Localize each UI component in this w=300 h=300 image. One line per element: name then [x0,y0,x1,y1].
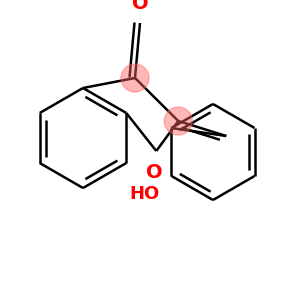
Circle shape [164,107,192,135]
Text: O: O [132,0,148,13]
Circle shape [121,64,149,92]
Text: HO: HO [129,185,159,203]
Text: O: O [146,163,163,182]
